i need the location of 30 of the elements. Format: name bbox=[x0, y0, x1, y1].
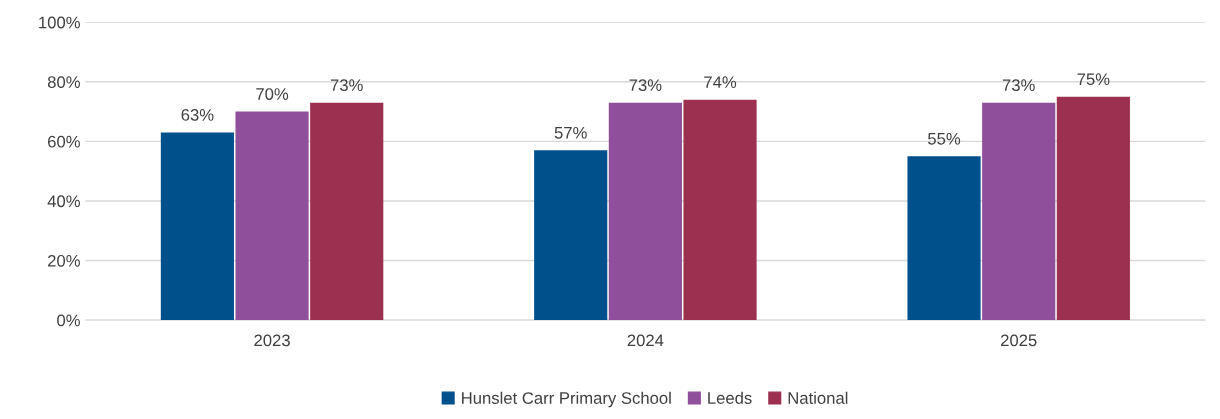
bar bbox=[982, 102, 1056, 321]
bar bbox=[310, 102, 384, 321]
data-label: 63% bbox=[181, 109, 214, 121]
x-tick-label: 2023 bbox=[254, 334, 290, 347]
data-label: 73% bbox=[1002, 79, 1035, 92]
bar bbox=[235, 111, 309, 321]
x-tick-label: 2025 bbox=[1001, 334, 1037, 347]
data-label: 74% bbox=[704, 76, 737, 88]
y-tick-label: 20% bbox=[48, 254, 80, 267]
legend-label: Hunslet Carr Primary School bbox=[462, 391, 671, 408]
bar bbox=[907, 156, 981, 321]
x-tick-label: 2024 bbox=[627, 334, 664, 347]
bar bbox=[683, 99, 757, 321]
data-label: 73% bbox=[330, 79, 363, 92]
data-label: 70% bbox=[256, 88, 289, 100]
data-label: 75% bbox=[1077, 73, 1110, 86]
data-label: 57% bbox=[554, 126, 587, 139]
data-label: 73% bbox=[629, 79, 662, 92]
legend-label: National bbox=[788, 391, 848, 404]
y-tick-label: 100% bbox=[39, 16, 80, 29]
y-tick-label: 40% bbox=[47, 195, 80, 208]
y-tick-label: 60% bbox=[48, 135, 80, 148]
y-tick-label: 80% bbox=[47, 76, 80, 88]
bar bbox=[534, 150, 608, 321]
data-label: 55% bbox=[928, 132, 961, 145]
legend-label: Leeds bbox=[708, 391, 752, 404]
bar bbox=[1056, 96, 1130, 321]
y-tick-label: 0% bbox=[57, 314, 80, 327]
bar bbox=[608, 102, 682, 321]
bar bbox=[160, 132, 234, 321]
